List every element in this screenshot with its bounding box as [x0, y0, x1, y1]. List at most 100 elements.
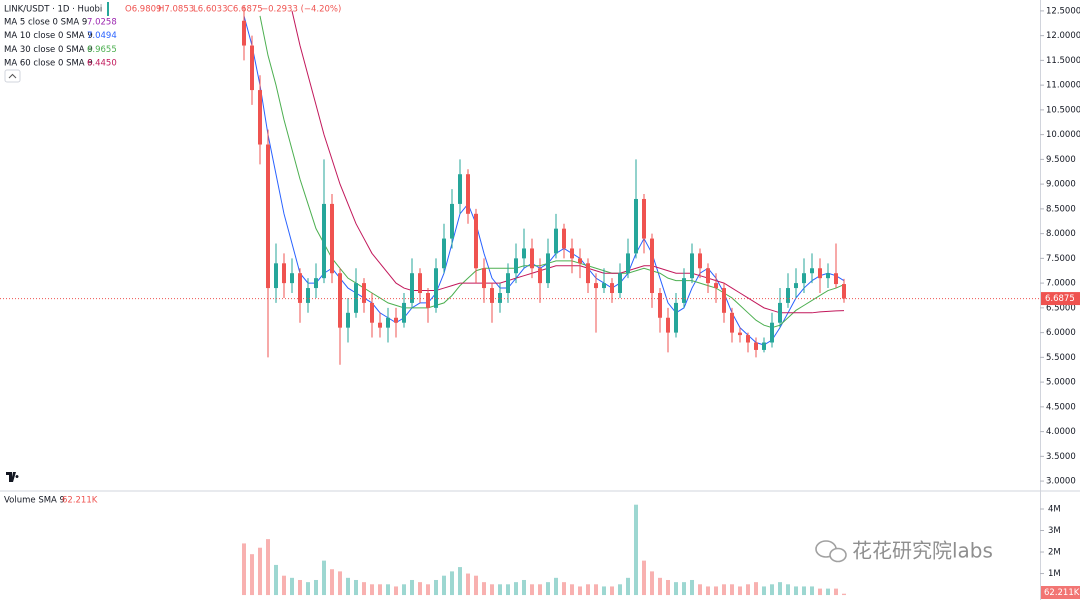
volume-bar [842, 593, 846, 596]
candle-body [634, 198, 638, 254]
candle-body [666, 317, 670, 333]
candle-body [802, 273, 806, 284]
y-tick-label: 11.0000 [1046, 81, 1080, 91]
volume-bar [650, 571, 654, 596]
volume-pane [242, 504, 846, 596]
volume-bar [338, 571, 342, 596]
volume-bar [306, 582, 310, 596]
legend-value: 7.0494 [87, 31, 117, 41]
ma-line [291, 10, 845, 314]
candle-body [266, 144, 270, 289]
volume-bar [562, 582, 566, 596]
candle-body [658, 293, 662, 318]
y-tick-label: 10.5000 [1046, 105, 1080, 115]
candle-body [562, 228, 566, 249]
volume-bar [802, 586, 806, 596]
volume-bar [474, 575, 478, 596]
volume-bar [506, 584, 510, 596]
candle-body [610, 283, 614, 294]
volume-bar [370, 584, 374, 596]
logo-mark [6, 472, 19, 482]
candle-body [842, 284, 846, 299]
volume-bar [642, 560, 646, 596]
candle-body [402, 302, 406, 323]
volume-bar [714, 586, 718, 596]
volume-bar [330, 569, 334, 596]
candle-body [746, 335, 750, 343]
candle-body [530, 248, 534, 269]
volume-bar [786, 584, 790, 596]
y-tick-label: 3.5000 [1046, 452, 1076, 462]
candle-body [386, 317, 390, 328]
candle-body [778, 302, 782, 323]
volume-bar [298, 579, 302, 596]
volume-current-box [1041, 586, 1080, 599]
candle-body [434, 268, 438, 308]
header-icon [107, 2, 109, 16]
volume-bar [586, 584, 590, 596]
y-tick-label: 3M [1048, 526, 1061, 536]
candle-body [538, 268, 542, 284]
y-tick-label: 6.5000 [1046, 303, 1076, 313]
volume-title: Volume SMA 9 [4, 496, 65, 506]
watermark-icon [829, 547, 847, 563]
candle-body [794, 283, 798, 289]
y-tick-label: 12.5000 [1046, 6, 1080, 16]
volume-bar [442, 575, 446, 596]
volume-bar [250, 554, 254, 596]
header-high: H7.0853 [158, 5, 194, 15]
volume-bar [690, 579, 694, 596]
volume-bar [538, 584, 542, 596]
watermark: 花花研究院labs [815, 539, 993, 563]
candle-body [242, 20, 246, 46]
volume-bar [418, 582, 422, 596]
candle-body [506, 273, 510, 294]
candle-body [522, 248, 526, 259]
volume-bar [410, 579, 414, 596]
candle-body [378, 322, 382, 328]
volume-bar [346, 577, 350, 596]
candle-body [490, 288, 494, 303]
candle-body [362, 283, 366, 303]
candle-body [810, 268, 814, 274]
volume-bar [570, 584, 574, 596]
volume-bar [578, 586, 582, 596]
candle-body [618, 273, 622, 294]
volume-bar [522, 579, 526, 596]
candle-body [298, 273, 302, 303]
candle-body [482, 268, 486, 289]
legend-label: MA 30 close 0 SMA 9 [4, 45, 93, 55]
candle-body [322, 203, 326, 279]
volume-bar [706, 586, 710, 596]
volume-bar [698, 584, 702, 596]
candle-body [626, 253, 630, 274]
candle-body [354, 283, 358, 313]
volume-bar [274, 564, 278, 596]
collapse-button[interactable] [4, 69, 21, 83]
legend-value: 6.9655 [87, 45, 117, 55]
last-price-label: 6.6875 [1045, 294, 1075, 304]
candle-body [706, 268, 710, 284]
candle-body [418, 273, 422, 294]
header-close: C6.6875 [227, 5, 263, 15]
volume-bar [818, 588, 822, 596]
candle-body [290, 273, 294, 284]
candle-body [458, 174, 462, 204]
y-tick-label: 10.0000 [1046, 130, 1080, 140]
candle-body [338, 273, 342, 328]
candle-body [498, 293, 502, 303]
volume-bar [314, 579, 318, 596]
volume-bar [762, 586, 766, 596]
candle-body [594, 283, 598, 289]
y-tick-label: 6.0000 [1046, 328, 1076, 338]
y-tick-label: 7.5000 [1046, 254, 1076, 264]
volume-bar [610, 586, 614, 596]
volume-bar [514, 582, 518, 596]
candle-body [826, 273, 830, 279]
volume-bar [434, 579, 438, 596]
volume-bar [498, 584, 502, 596]
volume-bar [402, 584, 406, 596]
ma-line [243, 15, 845, 346]
candle-body [274, 263, 278, 289]
